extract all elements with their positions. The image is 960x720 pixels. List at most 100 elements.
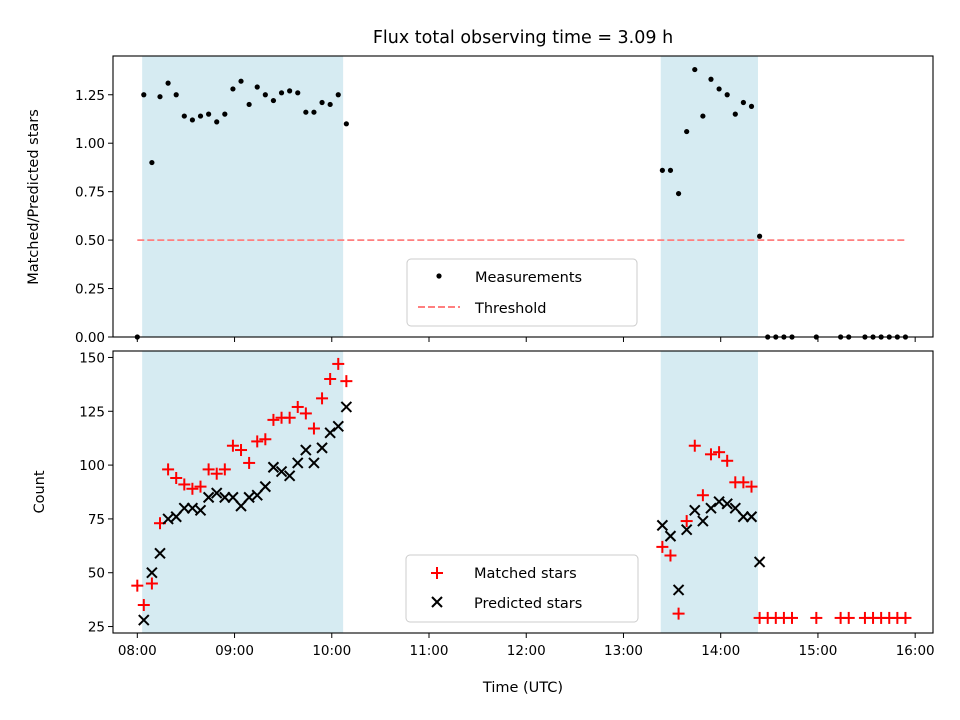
predicted-star-point [194, 504, 207, 517]
predicted-star-point [275, 465, 288, 478]
measurement-point [343, 121, 349, 127]
x-axis-label: Time (UTC) [482, 680, 563, 696]
predicted-star-point [745, 511, 758, 523]
predicted-star-point [202, 491, 215, 504]
measurement-point [149, 159, 155, 166]
legend-threshold-label: Threshold [474, 301, 546, 317]
ratio-y-axis-label: Matched/Predicted stars [26, 109, 42, 285]
y-tick-label: 25 [88, 620, 105, 636]
y-tick-label: 0.75 [75, 185, 105, 201]
predicted-star-point [170, 511, 182, 523]
measurement-point [748, 103, 755, 109]
observing-window-1 [142, 351, 344, 633]
measurement-point [270, 97, 277, 104]
predicted-star-point [162, 513, 174, 525]
x-tick-label: 14:00 [701, 643, 740, 659]
predicted-star-point [154, 547, 166, 560]
matched-star-point [170, 472, 183, 485]
predicted-star-point [178, 502, 191, 514]
y-tick-label: 0.00 [75, 330, 105, 346]
predicted-star-point [697, 515, 709, 527]
matched-star-point [131, 579, 144, 592]
matched-star-point [899, 611, 912, 624]
predicted-star-point [219, 491, 231, 504]
predicted-star-point [259, 480, 272, 493]
matched-star-point [713, 446, 726, 459]
matched-star-point [186, 482, 199, 495]
predicted-star-point [211, 487, 223, 499]
ratio-panel-frame [112, 55, 934, 338]
measurement-point [692, 66, 698, 73]
measurement-point [319, 99, 325, 106]
matched-star-point [291, 400, 304, 413]
x-tick-label: 09:00 [215, 643, 254, 659]
legend-measurements-label: Measurements [475, 270, 582, 286]
matched-star-point [737, 476, 750, 489]
predicted-star-point [672, 584, 685, 596]
predicted-star-point [753, 556, 766, 568]
legend-measurements-marker [436, 273, 442, 279]
measurement-point [684, 128, 690, 135]
observing-window-2 [660, 56, 758, 337]
matched-star-point [810, 611, 823, 624]
measurement-point [141, 92, 147, 98]
measurement-point [165, 80, 171, 86]
predicted-star-point [267, 461, 280, 473]
x-tick-label: 10:00 [312, 643, 351, 659]
predicted-star-point [705, 502, 717, 514]
predicted-star-point [292, 457, 304, 469]
count-panel-frame [112, 350, 934, 634]
matched-star-point [283, 411, 296, 424]
measurement-point [238, 78, 244, 84]
predicted-star-point [656, 519, 669, 532]
predicted-star-point [721, 498, 733, 510]
matched-star-point [178, 478, 191, 491]
measurement-point [303, 109, 309, 115]
predicted-star-point [227, 491, 239, 504]
measurement-point [732, 111, 738, 117]
measurement-point [230, 86, 236, 92]
predicted-star-point [308, 457, 320, 469]
matched-star-point [688, 439, 701, 452]
measurement-point [278, 90, 285, 96]
y-tick-label: 1.25 [75, 88, 105, 104]
matched-star-point [672, 607, 685, 620]
x-tick-label: 15:00 [798, 643, 837, 659]
measurement-point [757, 233, 763, 239]
predicted-star-point [138, 614, 150, 626]
predicted-star-point [283, 470, 296, 482]
matched-star-point [210, 467, 223, 480]
matched-star-point [316, 392, 329, 405]
matched-star-point [243, 456, 256, 469]
y-tick-label: 75 [88, 512, 105, 528]
matched-star-point [842, 611, 855, 624]
legend-predicted-label: Predicted stars [474, 596, 582, 612]
matched-star-point [721, 454, 734, 467]
x-tick-label: 11:00 [410, 643, 449, 659]
x-tick-label: 16:00 [896, 643, 935, 659]
measurement-point [222, 111, 228, 117]
legend-predicted-marker [431, 596, 443, 608]
predicted-star-point [324, 427, 336, 439]
x-tick-label: 13:00 [604, 643, 643, 659]
legend-matched-label: Matched stars [474, 566, 577, 582]
predicted-star-point [340, 401, 353, 413]
y-tick-label: 150 [79, 350, 105, 366]
predicted-star-point [186, 502, 199, 514]
y-tick-label: 0.50 [75, 233, 105, 249]
x-tick-label: 08:00 [118, 643, 157, 659]
matched-star-point [137, 599, 150, 612]
predicted-star-point [737, 511, 750, 523]
predicted-star-point [689, 504, 701, 517]
y-tick-label: 125 [79, 404, 105, 420]
measurement-point [667, 167, 674, 173]
ratio-legend: Measurements Threshold [406, 258, 638, 327]
measurement-point [214, 119, 220, 125]
matched-star-point [656, 540, 669, 553]
measurement-point [708, 76, 714, 82]
measurement-point [181, 113, 187, 119]
legend-matched-marker [431, 567, 443, 579]
matched-star-point [307, 422, 320, 435]
measurement-point [700, 113, 706, 119]
